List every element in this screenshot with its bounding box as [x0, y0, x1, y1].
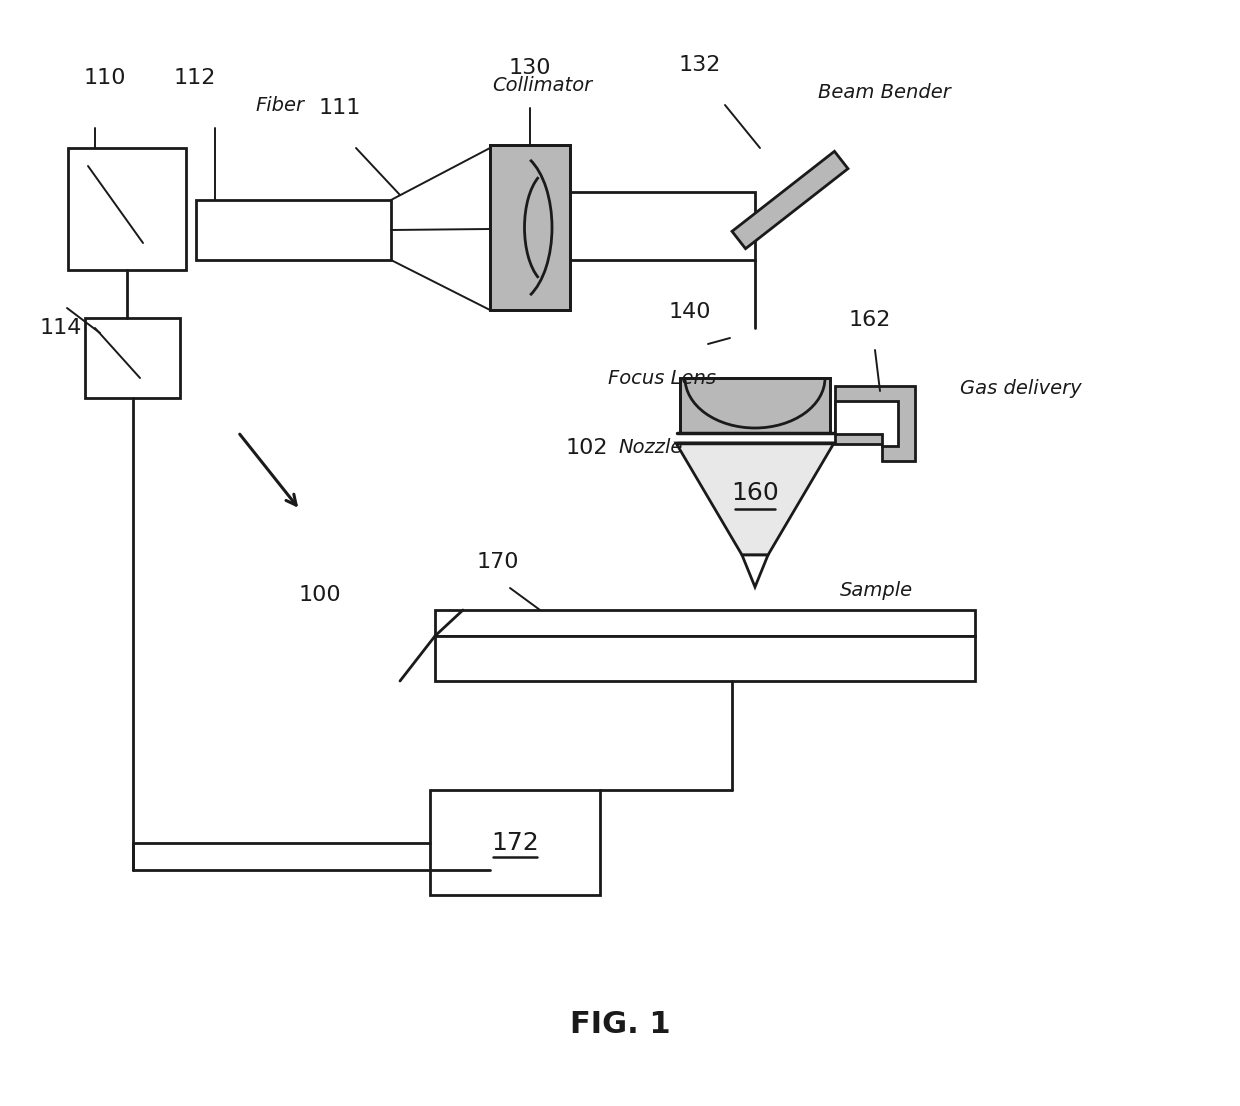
Text: 114: 114 — [40, 319, 82, 338]
Bar — [430, 790, 600, 895]
Text: 162: 162 — [849, 310, 892, 330]
Polygon shape — [732, 152, 848, 249]
Polygon shape — [835, 401, 898, 446]
Bar — [570, 192, 755, 260]
Text: Collimator: Collimator — [492, 76, 593, 95]
Text: Focus Lens: Focus Lens — [608, 368, 715, 387]
Polygon shape — [835, 386, 915, 461]
Text: Sample: Sample — [839, 581, 913, 599]
Text: Gas delivery: Gas delivery — [960, 378, 1081, 397]
Text: Nozzle: Nozzle — [618, 438, 682, 457]
Bar — [680, 378, 830, 434]
Text: 170: 170 — [476, 552, 520, 572]
Bar — [490, 145, 570, 310]
Text: 140: 140 — [668, 302, 712, 322]
Text: 172: 172 — [491, 831, 539, 855]
Text: 132: 132 — [678, 55, 722, 75]
Text: 111: 111 — [319, 98, 361, 118]
Text: 130: 130 — [508, 58, 552, 79]
Bar — [435, 636, 975, 681]
Bar — [196, 200, 391, 260]
Text: 160: 160 — [732, 481, 779, 505]
Text: 102: 102 — [565, 438, 608, 458]
Text: 100: 100 — [299, 585, 341, 605]
Bar — [86, 319, 180, 398]
Text: Beam Bender: Beam Bender — [818, 83, 951, 102]
Text: Fiber: Fiber — [255, 96, 304, 115]
Text: 112: 112 — [174, 67, 216, 88]
Bar — [680, 378, 830, 434]
Polygon shape — [676, 444, 835, 555]
Polygon shape — [742, 555, 768, 587]
Bar — [68, 148, 186, 270]
Bar — [435, 611, 975, 636]
Text: 110: 110 — [84, 67, 126, 88]
Text: FIG. 1: FIG. 1 — [569, 1010, 671, 1039]
Bar — [490, 145, 570, 310]
